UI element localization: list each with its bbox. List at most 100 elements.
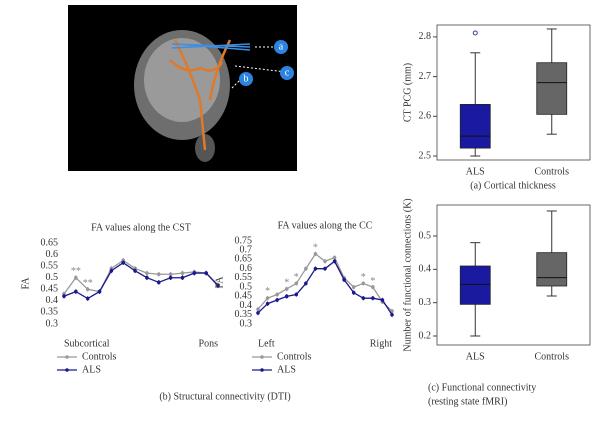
y-tick-label: 0.45 bbox=[235, 291, 253, 302]
data-point bbox=[380, 298, 385, 302]
box bbox=[536, 252, 568, 287]
data-point bbox=[85, 296, 90, 301]
y-axis-label: Number of functional connections (K) bbox=[402, 198, 413, 351]
data-point bbox=[351, 290, 356, 295]
data-point bbox=[133, 268, 137, 273]
data-point bbox=[294, 292, 299, 297]
box bbox=[536, 62, 568, 115]
caption: (c) Functional connectivity bbox=[428, 382, 536, 393]
data-point bbox=[390, 309, 394, 313]
y-axis-label: CT PCG (mm) bbox=[402, 63, 413, 122]
data-point bbox=[332, 255, 337, 260]
data-point bbox=[284, 287, 289, 291]
pointer-lines bbox=[231, 46, 287, 89]
y-tick-label: 0.6 bbox=[240, 263, 253, 274]
data-point bbox=[256, 311, 260, 315]
brain-image: a b c bbox=[68, 5, 297, 171]
data-point bbox=[265, 296, 270, 300]
y-tick-label: 0.4 bbox=[240, 300, 253, 311]
annotation: * bbox=[284, 278, 289, 289]
connections bbox=[171, 43, 251, 51]
y-tick-label: 0.5 bbox=[240, 281, 253, 292]
data-point bbox=[256, 307, 260, 312]
data-point bbox=[332, 259, 337, 264]
legend-label: ALS bbox=[277, 364, 296, 375]
data-point bbox=[156, 280, 161, 285]
annotation: * bbox=[370, 276, 375, 287]
annotation: ** bbox=[71, 266, 81, 277]
data-point bbox=[204, 271, 208, 275]
y-tick-label: 0.4 bbox=[46, 295, 59, 306]
box bbox=[459, 104, 491, 149]
y-tick-label: 0.45 bbox=[41, 284, 59, 295]
data-point bbox=[323, 259, 327, 264]
data-point bbox=[371, 285, 375, 289]
data-point bbox=[361, 281, 366, 286]
y-tick-label: 0.5 bbox=[46, 272, 59, 283]
y-tick-label: 2.6 bbox=[419, 111, 432, 122]
x-tick-label: Controls bbox=[535, 166, 570, 177]
annotation: ** bbox=[83, 278, 93, 289]
box bbox=[459, 265, 491, 305]
annotation: * bbox=[313, 243, 318, 254]
label-circle bbox=[239, 72, 253, 86]
series-line bbox=[63, 261, 219, 300]
data-point bbox=[192, 271, 197, 275]
x-tick-label: Controls bbox=[535, 351, 570, 362]
legend-marker bbox=[260, 368, 264, 372]
y-tick-label: 0.75 bbox=[235, 235, 253, 246]
data-point bbox=[85, 287, 90, 292]
data-point bbox=[168, 275, 173, 280]
data-point bbox=[145, 271, 149, 275]
image-label: c bbox=[285, 67, 290, 78]
legend-label: ALS bbox=[82, 364, 101, 375]
data-point bbox=[275, 292, 279, 297]
data-point bbox=[304, 281, 308, 286]
label-circle bbox=[280, 66, 294, 80]
data-point bbox=[390, 312, 394, 317]
y-axis-label: FA bbox=[20, 277, 31, 290]
data-point bbox=[62, 294, 66, 299]
chart-title: FA values along the CC bbox=[278, 220, 373, 231]
y-tick-label: 2.8 bbox=[419, 31, 432, 42]
panel-caption: (b) Structural connectivity (DTI) bbox=[159, 391, 290, 402]
data-point bbox=[304, 266, 308, 271]
legend-marker bbox=[260, 355, 264, 359]
legend-marker bbox=[65, 368, 69, 372]
y-tick-label: 0.6 bbox=[46, 249, 59, 260]
y-tick-label: 0.4 bbox=[419, 264, 432, 275]
y-tick-label: 0.3 bbox=[419, 297, 432, 308]
plot-frame bbox=[436, 24, 591, 161]
x-tick-label: Left bbox=[258, 338, 275, 349]
data-point bbox=[168, 272, 173, 277]
outlier bbox=[472, 30, 478, 36]
annotation: * bbox=[265, 286, 270, 297]
annotation: * bbox=[361, 272, 366, 283]
y-axis-label: FA bbox=[214, 276, 225, 289]
annotation: * bbox=[294, 272, 299, 283]
caption: (resting state fMRI) bbox=[428, 396, 507, 407]
data-point bbox=[74, 289, 78, 294]
x-tick-label: Subcortical bbox=[64, 338, 110, 349]
image-label: b bbox=[244, 73, 249, 84]
data-point bbox=[361, 296, 366, 300]
y-tick-label: 0.5 bbox=[419, 230, 432, 241]
plot-frame bbox=[436, 204, 591, 346]
data-point bbox=[275, 298, 279, 302]
legend-marker bbox=[65, 355, 69, 359]
data-point bbox=[145, 275, 149, 280]
data-point bbox=[284, 294, 289, 299]
image-label: a bbox=[279, 41, 284, 52]
data-point bbox=[121, 260, 126, 265]
legend-label: Controls bbox=[277, 351, 312, 362]
data-point bbox=[156, 272, 161, 277]
data-point bbox=[180, 271, 185, 275]
data-point bbox=[313, 252, 318, 256]
data-point bbox=[351, 285, 356, 289]
data-point bbox=[74, 275, 78, 280]
data-point bbox=[216, 284, 220, 288]
y-tick-label: 0.3 bbox=[240, 318, 253, 329]
y-tick-label: 2.7 bbox=[419, 71, 432, 82]
data-point bbox=[342, 277, 346, 282]
y-tick-label: 0.65 bbox=[235, 254, 253, 265]
